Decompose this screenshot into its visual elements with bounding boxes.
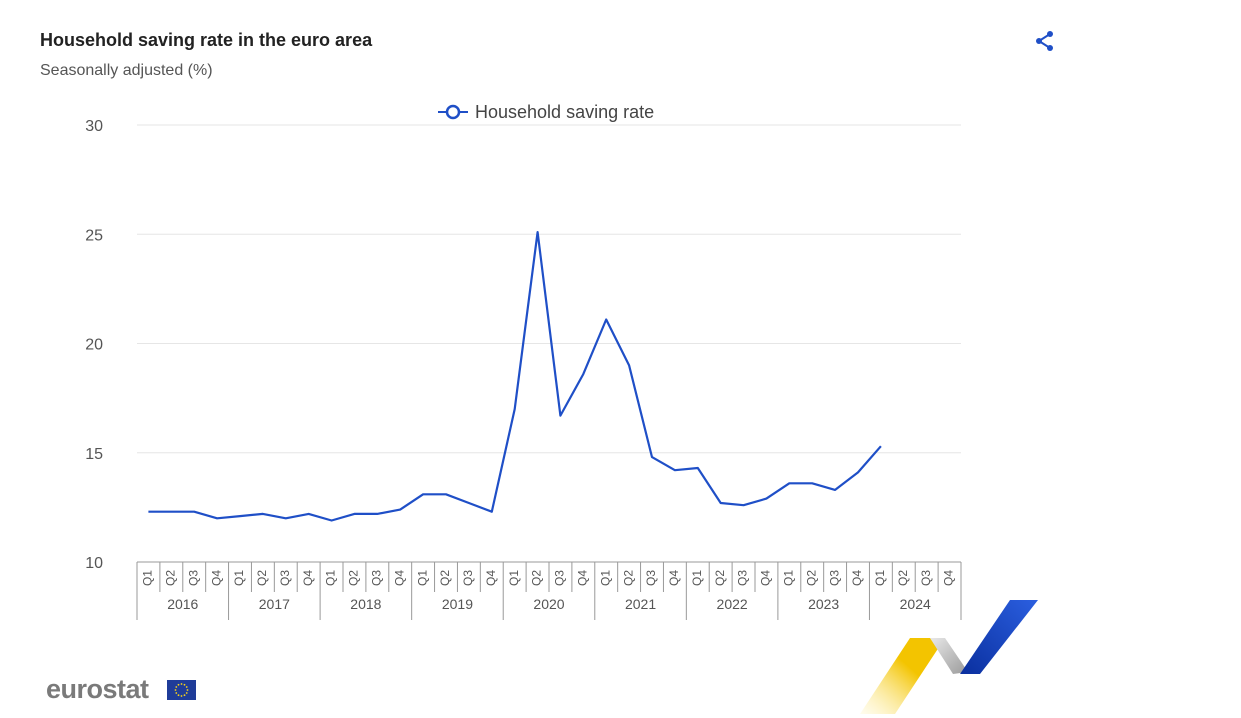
x-quarter-label: Q3 [736,570,750,586]
x-quarter-label: Q4 [392,570,406,586]
x-quarter-label: Q4 [759,570,773,586]
x-quarter-label: Q3 [370,570,384,586]
x-quarter-label: Q1 [415,570,429,586]
x-quarter-label: Q3 [553,570,567,586]
x-quarter-label: Q2 [621,570,635,586]
series-line [148,231,882,522]
x-quarter-label: Q1 [873,570,887,586]
x-quarter-label: Q3 [186,570,200,586]
y-tick-label: 15 [85,446,103,463]
legend-label: Household saving rate [475,102,654,122]
y-tick-label: 25 [85,227,103,244]
x-year-label: 2024 [900,596,931,612]
x-quarter-label: Q1 [141,570,155,586]
eu-flag-icon [167,680,196,700]
x-quarter-label: Q4 [850,570,864,586]
x-quarter-label: Q1 [324,570,338,586]
chart-subtitle: Seasonally adjusted (%) [40,62,213,79]
x-year-label: 2017 [259,596,290,612]
y-tick-label: 20 [85,337,103,354]
x-quarter-label: Q3 [919,570,933,586]
x-quarter-label: Q1 [598,570,612,586]
x-year-label: 2023 [808,596,839,612]
x-quarter-label: Q2 [347,570,361,586]
x-quarter-label: Q4 [667,570,681,586]
x-quarter-label: Q3 [827,570,841,586]
share-icon[interactable] [1034,30,1056,52]
x-quarter-label: Q1 [507,570,521,586]
x-quarter-label: Q4 [209,570,223,586]
x-quarter-label: Q1 [232,570,246,586]
decorative-ribbon-graphic [860,600,1038,714]
x-quarter-label: Q4 [484,570,498,586]
legend-marker [445,104,461,120]
x-quarter-label: Q2 [713,570,727,586]
x-quarter-label: Q3 [278,570,292,586]
x-quarter-label: Q4 [301,570,315,586]
x-year-label: 2020 [533,596,564,612]
x-quarter-label: Q2 [530,570,544,586]
x-year-label: 2022 [717,596,748,612]
x-quarter-label: Q4 [942,570,956,586]
x-quarter-label: Q2 [896,570,910,586]
y-tick-label: 30 [85,118,103,135]
x-year-label: 2018 [350,596,381,612]
x-quarter-label: Q2 [255,570,269,586]
x-quarter-label: Q1 [782,570,796,586]
x-year-label: 2016 [167,596,198,612]
x-quarter-label: Q1 [690,570,704,586]
y-tick-label: 10 [85,555,103,572]
x-quarter-label: Q3 [644,570,658,586]
chart-title: Household saving rate in the euro area [40,30,373,50]
x-year-label: 2019 [442,596,473,612]
x-quarter-label: Q2 [438,570,452,586]
eurostat-logo-text: eurostat [46,674,149,704]
x-year-label: 2021 [625,596,656,612]
x-quarter-label: Q4 [576,570,590,586]
x-quarter-label: Q2 [164,570,178,586]
x-quarter-label: Q3 [461,570,475,586]
x-quarter-label: Q2 [804,570,818,586]
